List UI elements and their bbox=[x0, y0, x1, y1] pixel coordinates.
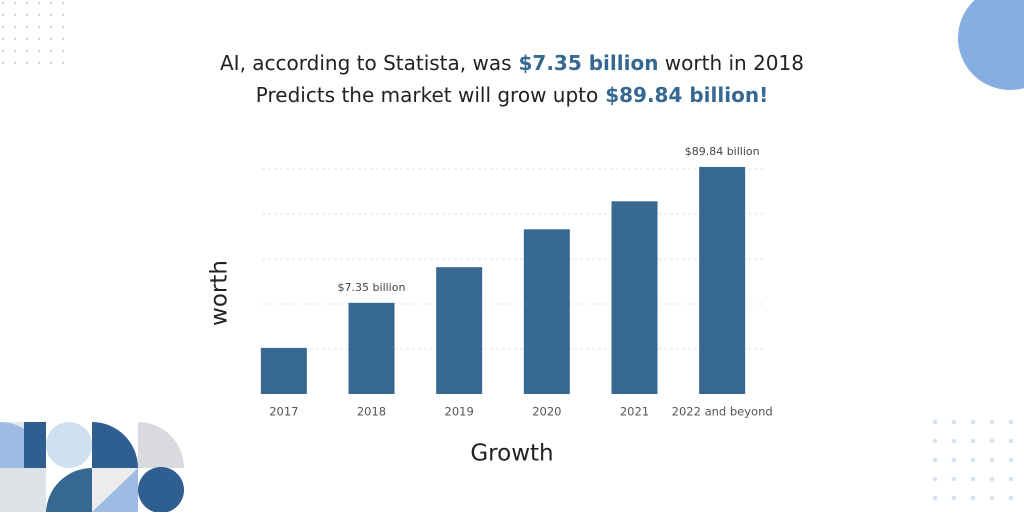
decor-tiles bbox=[0, 422, 184, 513]
title-highlight: $7.35 billion bbox=[512, 51, 659, 75]
y-axis-label: worth bbox=[207, 260, 233, 326]
x-tick-label: 2018 bbox=[357, 405, 386, 419]
bar bbox=[523, 229, 570, 394]
title-text: Predicts the market will grow upto bbox=[256, 83, 598, 107]
decor-dots bbox=[925, 420, 1024, 512]
bar bbox=[611, 201, 658, 394]
decor-circle bbox=[958, 0, 1024, 90]
value-label: $89.84 billion bbox=[685, 145, 760, 158]
title-text: worth in 2018 bbox=[658, 51, 804, 75]
x-tick-label: 2019 bbox=[445, 405, 474, 419]
bar bbox=[348, 302, 395, 394]
bar bbox=[699, 166, 746, 394]
title-text: AI, according to Statista, was bbox=[220, 51, 512, 75]
x-tick-label: 2021 bbox=[620, 405, 649, 419]
bar bbox=[436, 267, 483, 394]
title-line: AI, according to Statista, was $7.35 bil… bbox=[220, 51, 804, 75]
decor-dots bbox=[0, 0, 70, 66]
bar bbox=[260, 347, 307, 394]
x-tick-label: 2022 and beyond bbox=[672, 405, 773, 419]
x-tick-label: 2020 bbox=[532, 405, 561, 419]
title-line: Predicts the market will grow upto $89.8… bbox=[256, 83, 768, 107]
title-highlight: $89.84 billion! bbox=[598, 83, 768, 107]
x-tick-label: 2017 bbox=[269, 405, 298, 419]
value-label: $7.35 billion bbox=[338, 281, 406, 294]
title: AI, according to Statista, was $7.35 bil… bbox=[220, 51, 804, 107]
x-axis-label: Growth bbox=[470, 441, 553, 467]
